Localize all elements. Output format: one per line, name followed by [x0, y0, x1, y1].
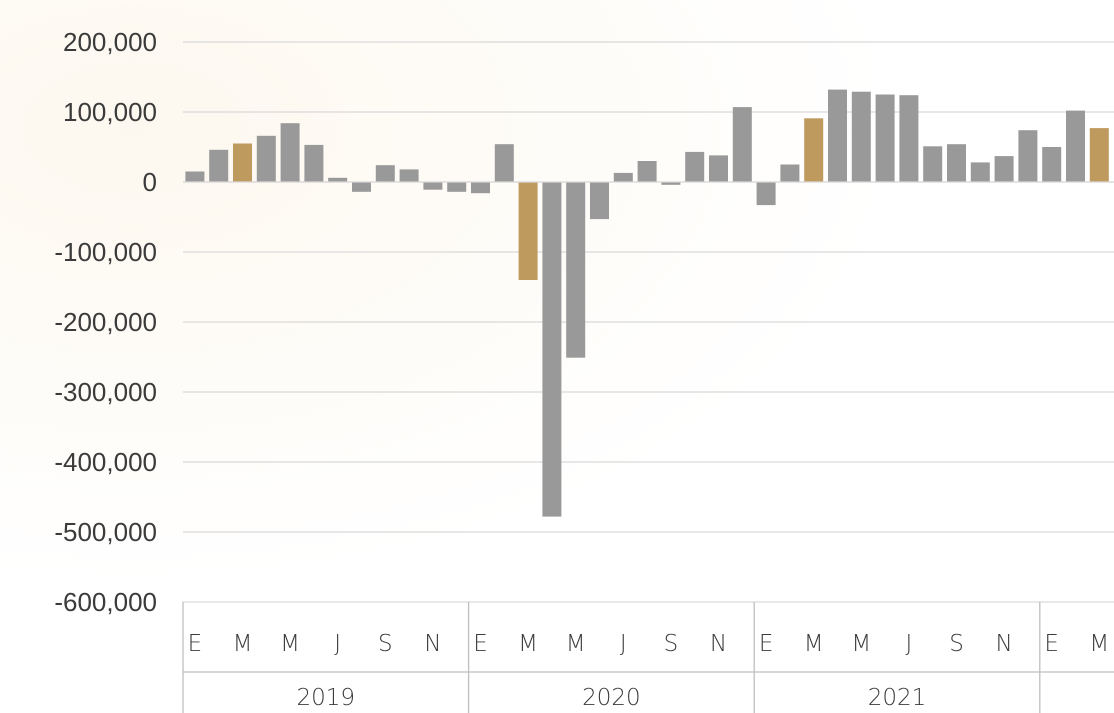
bar — [875, 94, 895, 182]
x-tick-label: J — [334, 631, 341, 657]
x-tick-label: S — [664, 631, 679, 657]
bar — [709, 155, 728, 182]
year-label: 2021 — [868, 685, 927, 711]
bar — [209, 149, 229, 182]
bar — [804, 118, 824, 182]
x-tick-label: N — [710, 631, 727, 657]
bar — [1066, 110, 1085, 182]
bar — [280, 123, 300, 182]
year-label: 2020 — [582, 685, 641, 711]
x-tick-label: J — [620, 631, 627, 657]
bar — [185, 171, 205, 182]
bar — [304, 144, 324, 182]
x-tick-label: M — [851, 631, 871, 657]
year-label: 2019 — [297, 685, 356, 711]
x-tick-label: S — [949, 631, 964, 657]
x-tick-label: N — [424, 631, 441, 657]
bar — [399, 169, 419, 182]
x-tick-label: E — [1044, 631, 1059, 657]
x-tick-label: M — [280, 631, 300, 657]
bar — [828, 89, 847, 182]
bar — [970, 162, 990, 182]
bar — [471, 182, 490, 194]
y-tick-label: 100,000 — [63, 97, 157, 127]
bar — [685, 151, 705, 182]
bar — [256, 135, 276, 182]
y-tick-label: -200,000 — [54, 307, 157, 337]
bar — [780, 164, 800, 182]
x-tick-label: M — [233, 631, 253, 657]
x-tick-label: M — [566, 631, 586, 657]
y-tick-label: 0 — [143, 167, 157, 197]
x-tick-label: N — [995, 631, 1012, 657]
bar — [613, 172, 633, 182]
bar — [1089, 128, 1109, 182]
bar — [328, 177, 348, 182]
bar — [923, 146, 943, 182]
bar — [899, 95, 919, 182]
y-tick-label: -100,000 — [54, 237, 157, 267]
bar — [637, 161, 657, 182]
x-tick-label: E — [188, 631, 203, 657]
x-tick-label: M — [518, 631, 538, 657]
y-tick-label: 200,000 — [63, 27, 157, 57]
bar — [732, 107, 752, 182]
x-tick-label: J — [906, 631, 913, 657]
x-tick-label: E — [759, 631, 774, 657]
bar — [1018, 130, 1038, 182]
bar — [423, 182, 443, 190]
bar — [1042, 147, 1062, 182]
bar — [566, 182, 586, 358]
bar — [994, 156, 1014, 182]
bar — [756, 182, 776, 206]
bar — [542, 182, 562, 517]
x-tick-label: S — [378, 631, 393, 657]
bar — [375, 165, 395, 182]
bar — [494, 144, 514, 182]
y-tick-label: -600,000 — [54, 587, 157, 617]
bar — [661, 182, 681, 185]
bar — [233, 143, 252, 182]
bar — [447, 182, 467, 192]
x-tick-label: M — [1089, 631, 1109, 657]
y-tick-label: -400,000 — [54, 447, 157, 477]
bar — [590, 182, 609, 220]
bar — [518, 182, 538, 280]
y-tick-label: -500,000 — [54, 517, 157, 547]
y-tick-label: -300,000 — [54, 377, 157, 407]
bar — [851, 91, 871, 182]
bar — [352, 182, 371, 192]
x-tick-label: M — [804, 631, 824, 657]
bar — [947, 144, 966, 182]
x-tick-label: E — [473, 631, 488, 657]
